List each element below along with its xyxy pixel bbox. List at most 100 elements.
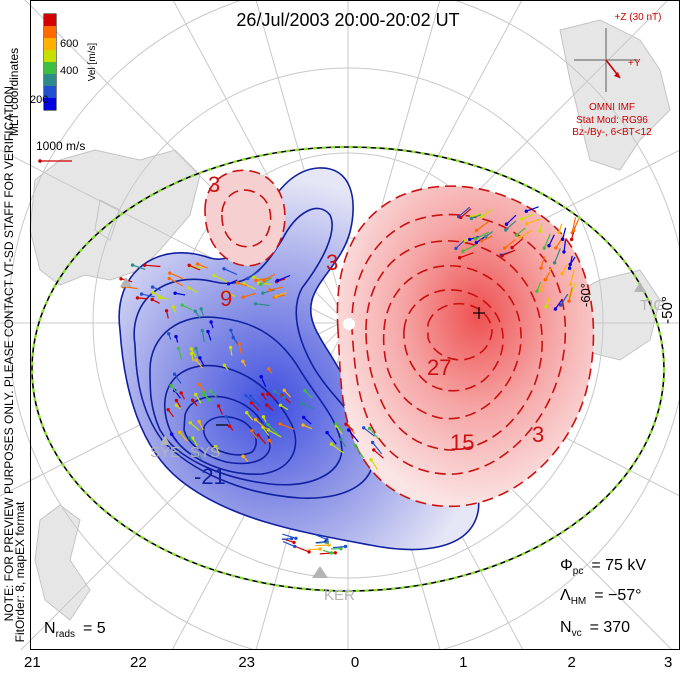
contour-label-upper-9: 9 bbox=[220, 286, 232, 311]
velocity-vector-origin bbox=[278, 403, 283, 407]
contour-label-3: 3 bbox=[326, 250, 338, 275]
velocity-vector-origin bbox=[539, 266, 543, 270]
velocity-vector-origin bbox=[187, 263, 191, 267]
negative-contour-27 bbox=[183, 395, 271, 465]
velocity-vector-origin bbox=[510, 245, 514, 250]
velocity-vector-origin bbox=[259, 375, 263, 379]
mlat-label-60: -60° bbox=[578, 283, 593, 307]
colorbar-cell bbox=[44, 14, 56, 26]
velocity-vector-origin bbox=[504, 228, 508, 232]
velocity-vector bbox=[213, 274, 229, 284]
velocity-vector-origin bbox=[216, 404, 221, 408]
lambda-hm-symbol: Λ bbox=[560, 587, 571, 604]
velocity-vector bbox=[372, 442, 383, 455]
velocity-vector bbox=[267, 429, 282, 438]
velocity-vector-origin bbox=[538, 229, 542, 233]
velocity-scale-label: 1000 m/s bbox=[36, 139, 85, 153]
positive-contour-upper-3 bbox=[204, 169, 286, 267]
velocity-vector-origin bbox=[150, 285, 155, 289]
velocity-vector-origin bbox=[266, 428, 270, 432]
velocity-vector-origin bbox=[259, 282, 263, 287]
velocity-vector bbox=[245, 395, 256, 404]
velocity-vector-origin bbox=[208, 389, 213, 393]
mlt-tick-label: 3 bbox=[664, 654, 672, 671]
coordinate-system-label: MLT coordinates bbox=[7, 48, 21, 136]
velocity-vector-origin bbox=[329, 551, 334, 555]
mlt-tick-label: 2 bbox=[567, 654, 575, 671]
velocity-vector-origin bbox=[347, 428, 351, 432]
positive-contour-27 bbox=[403, 289, 504, 392]
velocity-vector-origin bbox=[318, 547, 322, 551]
velocity-scale: 1000 m/s bbox=[36, 139, 85, 163]
colorbar-tick-200: 200 bbox=[30, 94, 48, 106]
velocity-vector-origin bbox=[535, 289, 539, 293]
velocity-vector-origin bbox=[169, 384, 173, 388]
velocity-vector-origin bbox=[168, 271, 172, 275]
imf-vector-arrowhead bbox=[614, 72, 620, 78]
velocity-vector-origin bbox=[167, 332, 171, 336]
velocity-vector-origin bbox=[557, 230, 561, 234]
velocity-vector-origin bbox=[294, 536, 298, 540]
radar-marker-hal bbox=[120, 277, 132, 287]
velocity-vector bbox=[250, 395, 261, 407]
velocity-vector-origin bbox=[567, 299, 571, 303]
velocity-vector-origin bbox=[241, 454, 245, 458]
velocity-vector-origin bbox=[179, 391, 183, 395]
velocity-vector bbox=[260, 277, 273, 286]
positive-contour-upper-9 bbox=[221, 189, 272, 248]
velocity-vector-origin bbox=[514, 233, 519, 237]
velocity-vector bbox=[369, 428, 379, 440]
velocity-vector bbox=[335, 425, 343, 435]
negative-contour-33 bbox=[202, 415, 257, 456]
velocity-vector-origin bbox=[480, 239, 484, 243]
velocity-vector-origin bbox=[458, 256, 462, 260]
velocity-vector-origin bbox=[518, 235, 522, 240]
velocity-vector bbox=[373, 449, 384, 459]
velocity-vector-origin bbox=[196, 453, 200, 457]
velocity-vector-origin bbox=[571, 228, 576, 233]
velocity-vector-origin bbox=[266, 423, 270, 427]
velocity-vector bbox=[255, 303, 270, 307]
velocity-vector bbox=[169, 272, 184, 280]
heppner-maynard-boundary bbox=[30, 145, 666, 593]
velocity-vector-origin bbox=[222, 363, 227, 367]
velocity-vector bbox=[168, 277, 183, 287]
colorbar-cell bbox=[44, 74, 56, 86]
velocity-vector-origin bbox=[547, 244, 551, 248]
velocity-vector bbox=[476, 221, 489, 231]
velocity-vector-origin bbox=[250, 429, 254, 433]
velocity-vector bbox=[308, 548, 321, 551]
velocity-vector-origin bbox=[265, 403, 269, 407]
velocity-vector-origin bbox=[474, 240, 479, 245]
velocity-vector-origin bbox=[543, 277, 547, 282]
nrads-symbol: N bbox=[44, 620, 56, 637]
velocity-vector-origin bbox=[189, 351, 194, 356]
velocity-vector bbox=[301, 402, 315, 410]
velocity-vector bbox=[481, 235, 493, 242]
velocity-vector-origin bbox=[538, 288, 543, 292]
preview-note: NOTE: FOR PREVIEW PURPOSES ONLY. PLEASE … bbox=[2, 83, 16, 622]
lambda-hm-sub: HM bbox=[571, 596, 587, 607]
velocity-vector-origin bbox=[362, 426, 366, 430]
colorbar-cell bbox=[44, 86, 56, 98]
velocity-vector bbox=[316, 541, 328, 544]
positive-contour-3 bbox=[336, 185, 595, 508]
velocity-vector-origin bbox=[327, 543, 331, 547]
velocity-vector bbox=[247, 270, 260, 280]
velocity-vector bbox=[332, 545, 346, 549]
velocity-vector-origin bbox=[560, 271, 564, 276]
mlt-tick-label: 1 bbox=[459, 654, 467, 671]
velocity-vectors bbox=[119, 206, 580, 555]
velocity-vector-origin bbox=[174, 334, 178, 339]
velocity-vector-origin bbox=[261, 291, 265, 295]
nvc-value: = 370 bbox=[590, 619, 631, 636]
velocity-vector-origin bbox=[164, 309, 169, 313]
positive-potential-cell bbox=[204, 169, 595, 508]
velocity-vector-origin bbox=[334, 422, 338, 426]
velocity-vector-origin bbox=[367, 426, 372, 431]
velocity-vector bbox=[262, 289, 276, 294]
velocity-vector bbox=[189, 422, 200, 431]
velocity-vector-origin bbox=[195, 262, 200, 266]
velocity-vector-origin bbox=[484, 235, 488, 239]
velocity-vector bbox=[242, 292, 257, 298]
